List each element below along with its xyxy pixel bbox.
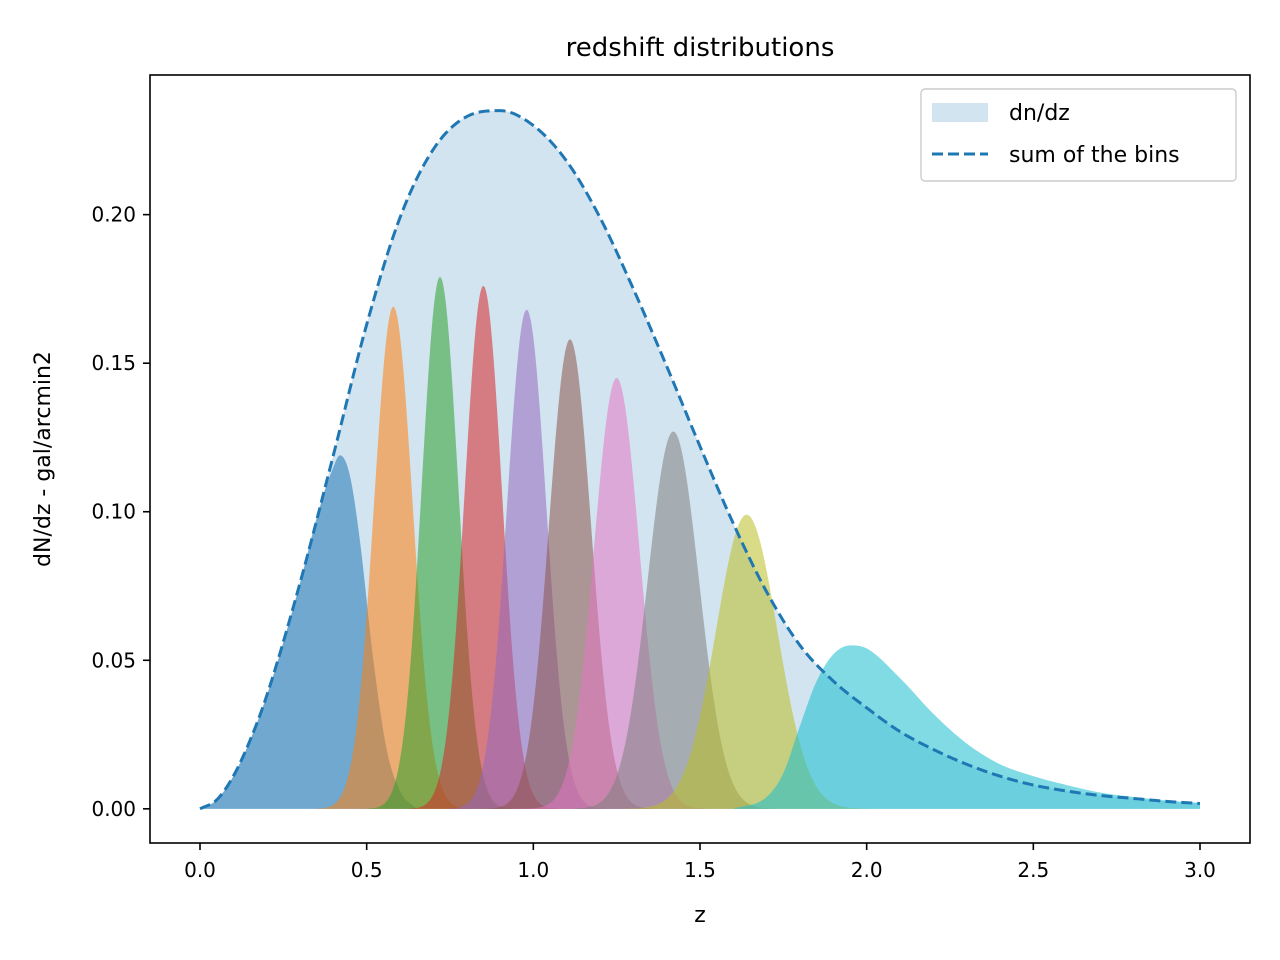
y-axis-ticks: 0.00 0.05 0.10 0.15 0.20 bbox=[91, 203, 150, 821]
x-tick-label: 2.5 bbox=[1017, 858, 1049, 882]
legend-dndz-swatch bbox=[932, 103, 988, 122]
legend-dndz-label: dn/dz bbox=[1009, 101, 1070, 126]
y-tick-label: 0.20 bbox=[91, 203, 136, 227]
x-tick-label: 3.0 bbox=[1184, 858, 1216, 882]
redshift-bin-5 bbox=[448, 309, 606, 809]
redshift-bin-2 bbox=[316, 306, 471, 809]
redshift-bin-8 bbox=[570, 431, 776, 809]
chart-title: redshift distributions bbox=[566, 33, 835, 63]
legend-box bbox=[920, 88, 1237, 182]
x-tick-label: 0.0 bbox=[184, 858, 216, 882]
sum-of-bins-line bbox=[199, 109, 1201, 811]
x-axis-ticks: 0.0 0.5 1.0 1.5 2.0 2.5 3.0 bbox=[184, 843, 1216, 882]
plot-area bbox=[199, 109, 1201, 811]
y-axis-label: dN/dz - gal/arcmin2 bbox=[31, 351, 56, 567]
redshift-bin-4 bbox=[408, 285, 558, 809]
legend-sum-label: sum of the bins bbox=[1009, 143, 1180, 168]
redshift-bin-3 bbox=[366, 277, 514, 809]
y-tick-label: 0.05 bbox=[91, 648, 136, 672]
x-tick-label: 0.5 bbox=[351, 858, 383, 882]
x-tick-label: 1.5 bbox=[684, 858, 716, 882]
x-tick-label: 2.0 bbox=[851, 858, 883, 882]
y-tick-label: 0.10 bbox=[91, 500, 136, 524]
x-axis-label: z bbox=[694, 903, 706, 928]
y-tick-label: 0.00 bbox=[91, 797, 136, 821]
redshift-bin-10 bbox=[733, 645, 1200, 809]
legend: dn/dz sum of the bins bbox=[920, 88, 1237, 182]
redshift-bin-9 bbox=[624, 514, 870, 809]
redshift-bin-7 bbox=[526, 378, 708, 809]
redshift-bin-6 bbox=[486, 339, 654, 809]
x-tick-label: 1.0 bbox=[517, 858, 549, 882]
y-tick-label: 0.15 bbox=[91, 351, 136, 375]
